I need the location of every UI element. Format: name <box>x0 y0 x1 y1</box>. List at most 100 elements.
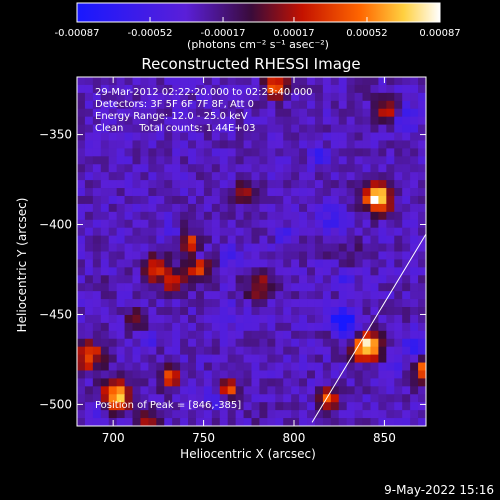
heatmap-cell <box>124 314 133 324</box>
heatmap-cell <box>346 195 356 205</box>
heatmap-cell <box>172 370 181 379</box>
heatmap-cell <box>386 338 395 348</box>
heatmap-cell <box>235 140 244 149</box>
heatmap-cell <box>108 84 118 94</box>
heatmap-cell <box>235 378 244 387</box>
heatmap-cell <box>92 378 102 387</box>
heatmap-cell <box>299 251 308 260</box>
heatmap-cell <box>330 378 340 387</box>
heatmap-cell <box>180 362 189 371</box>
heatmap-cell <box>330 100 340 110</box>
heatmap-cell <box>195 338 205 348</box>
heatmap-cell <box>299 203 308 213</box>
heatmap-cell <box>108 211 118 221</box>
heatmap-cell <box>330 188 340 197</box>
heatmap-cell <box>164 402 173 411</box>
heatmap-cell <box>394 267 403 276</box>
heatmap-cell <box>346 124 356 133</box>
heatmap-cell <box>402 330 411 340</box>
heatmap-cell <box>132 291 141 300</box>
heatmap-cell <box>148 116 157 125</box>
heatmap-cell <box>418 124 426 133</box>
heatmap-cell <box>338 140 348 149</box>
heatmap-cell <box>394 410 403 419</box>
heatmap-cell <box>195 116 205 125</box>
heatmap-cell <box>116 275 125 284</box>
heatmap-cell <box>124 307 133 316</box>
heatmap-cell <box>362 402 371 411</box>
heatmap-cell <box>291 164 300 173</box>
heatmap-cell <box>100 394 110 403</box>
heatmap-cell <box>84 243 94 252</box>
heatmap-cell <box>180 291 189 300</box>
heatmap-cell <box>92 418 102 426</box>
heatmap-cell <box>338 211 348 221</box>
heatmap-cell <box>354 259 363 268</box>
heatmap-cell <box>370 362 379 371</box>
heatmap-cell <box>172 314 181 324</box>
heatmap-cell <box>322 251 332 260</box>
heatmap-cell <box>378 92 387 102</box>
heatmap-cell <box>402 243 411 252</box>
heatmap-cell <box>195 354 205 363</box>
heatmap-cell <box>116 338 125 348</box>
heatmap-cell <box>124 346 133 356</box>
heatmap-cell <box>156 370 165 379</box>
heatmap-cell <box>418 346 426 356</box>
heatmap-cell <box>156 243 165 252</box>
heatmap-cell <box>108 291 118 300</box>
heatmap-cell <box>322 180 332 189</box>
heatmap-cell <box>370 283 379 292</box>
heatmap-cell <box>394 140 403 149</box>
heatmap-cell <box>84 291 94 300</box>
heatmap-cell <box>314 394 324 403</box>
heatmap-cell <box>140 314 149 324</box>
heatmap-cell <box>307 116 316 125</box>
heatmap-cell <box>243 77 252 86</box>
colorbar-tick-label: -0.00017 <box>201 28 246 39</box>
heatmap-cell <box>370 275 379 284</box>
heatmap-cell <box>418 180 426 189</box>
heatmap-cell <box>219 124 229 133</box>
heatmap-cell <box>195 148 205 157</box>
heatmap-cell <box>211 124 221 133</box>
heatmap-cell <box>211 172 221 181</box>
heatmap-cell <box>386 84 395 94</box>
heatmap-cell <box>164 92 173 102</box>
heatmap-cell <box>291 410 300 419</box>
heatmap-cell <box>156 148 165 157</box>
heatmap-cell <box>100 156 110 165</box>
heatmap-cell <box>275 188 284 197</box>
heatmap-cell <box>243 219 252 229</box>
heatmap-cell <box>354 108 363 118</box>
heatmap-cell <box>235 172 244 181</box>
heatmap-cell <box>338 314 348 324</box>
heatmap-cell <box>172 100 181 110</box>
heatmap-cell <box>219 77 229 86</box>
heatmap-cell <box>227 140 237 149</box>
heatmap-cell <box>267 259 276 268</box>
heatmap-cell <box>299 410 308 419</box>
heatmap-cell <box>148 227 157 237</box>
heatmap-cell <box>267 346 276 356</box>
heatmap-cell <box>235 251 244 260</box>
heatmap-cell <box>402 203 411 213</box>
heatmap-cell <box>92 299 102 308</box>
heatmap-cell <box>394 116 403 125</box>
heatmap-cell <box>172 378 181 387</box>
heatmap-cell <box>267 283 276 292</box>
heatmap-cell <box>330 132 340 141</box>
heatmap-cell <box>140 195 149 205</box>
heatmap-cell <box>259 211 268 221</box>
heatmap-cell <box>188 92 197 102</box>
heatmap-cell <box>402 307 411 316</box>
heatmap-cell <box>283 203 292 213</box>
heatmap-cell <box>354 322 363 332</box>
heatmap-cell <box>299 195 308 205</box>
heatmap-cell <box>172 156 181 165</box>
heatmap-cell <box>346 180 356 189</box>
heatmap-cell <box>108 314 118 324</box>
heatmap-cell <box>156 140 165 149</box>
heatmap-cell <box>100 251 110 260</box>
heatmap-cell <box>346 164 356 173</box>
